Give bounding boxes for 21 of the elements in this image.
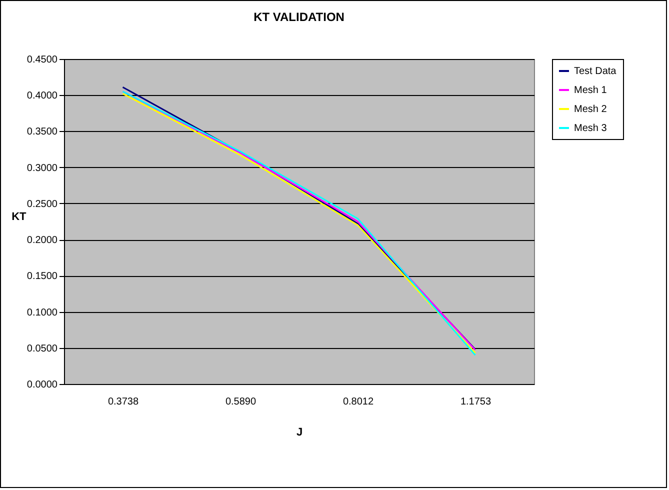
chart-title: KT VALIDATION	[254, 10, 344, 24]
y-tick-label: 0.3500	[26, 126, 58, 138]
y-tick-label: 0.0000	[26, 380, 58, 390]
y-tick-label: 0.1500	[26, 271, 58, 282]
y-tick-label: 0.1000	[26, 307, 58, 318]
y-tick-label: 0.3000	[26, 162, 58, 174]
y-tick-label: 0.4000	[26, 90, 58, 102]
y-tick-label: 0.4500	[26, 54, 58, 66]
y-tick-label: 0.0500	[26, 343, 58, 354]
legend-label: Mesh 3	[574, 123, 608, 134]
x-tick-label: 0.8012	[342, 396, 374, 408]
legend-label: Test Data	[574, 66, 617, 77]
y-tick-label: 0.2500	[26, 198, 58, 210]
legend-label: Mesh 2	[574, 104, 608, 115]
x-tick-label: 0.3738	[108, 396, 139, 408]
x-axis-title: J	[296, 426, 303, 438]
y-axis-title: KT	[12, 211, 27, 223]
x-tick-label: 0.5890	[225, 396, 256, 408]
legend-label: Mesh 1	[574, 85, 608, 96]
x-tick-label: 1.1753	[460, 396, 492, 408]
y-tick-label: 0.2000	[26, 235, 58, 246]
